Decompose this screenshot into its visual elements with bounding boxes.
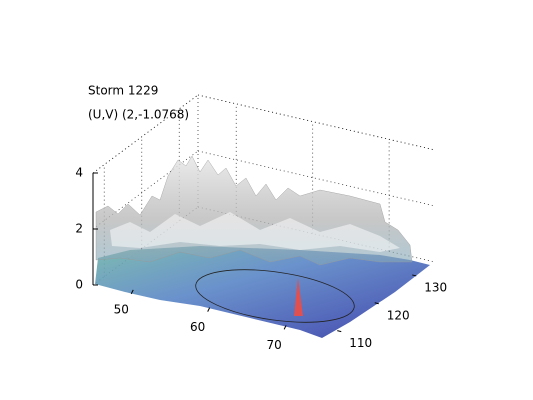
axis-layer: 0 2 4 50 60 70 110 120 130 (75, 166, 447, 352)
peak-marker (294, 278, 303, 316)
y-tick-label: 130 (424, 280, 447, 294)
surface-floor (95, 246, 430, 338)
z-tick-label: 0 (75, 278, 83, 292)
x-tick-label: 60 (190, 320, 205, 334)
chart-subtitle: (U,V) (2,-1.0768) (88, 108, 189, 122)
x-tick-label: 70 (266, 338, 281, 352)
tick-mark (412, 274, 417, 277)
tick-mark (207, 307, 211, 312)
grid-line (197, 150, 436, 207)
y-tick-label: 120 (387, 308, 410, 322)
tick-mark (374, 302, 379, 305)
x-tick-label: 50 (114, 302, 129, 316)
tick-mark (130, 289, 134, 295)
surface-ridge (110, 212, 400, 252)
chart-title: Storm 1229 (88, 84, 158, 98)
surface (95, 155, 430, 338)
contour (195, 269, 355, 323)
tick-mark (337, 330, 342, 333)
tick-mark (283, 325, 287, 330)
z-tick-label: 4 (75, 166, 83, 180)
z-tick-label: 2 (75, 222, 83, 236)
grid-line (197, 94, 436, 151)
y-tick-label: 110 (349, 336, 372, 350)
